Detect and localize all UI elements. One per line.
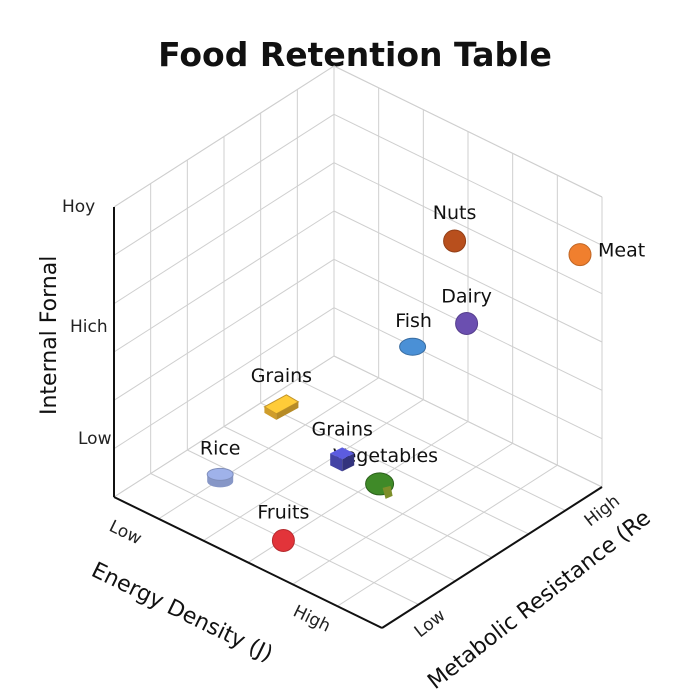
data-point xyxy=(271,528,295,552)
grid-line xyxy=(333,65,603,198)
data-point-label: Rice xyxy=(200,437,241,459)
grid-line xyxy=(113,113,335,256)
chart-axes xyxy=(113,207,603,629)
z-tick-label: Hoy xyxy=(62,197,95,217)
z-tick-label: Hich xyxy=(70,317,108,337)
data-point-label: Grains xyxy=(311,418,372,440)
x-tick-label: Low xyxy=(106,517,145,550)
y-axis-line xyxy=(381,486,603,629)
x-tick-label: High xyxy=(290,602,334,637)
data-point-label: Meat xyxy=(598,240,645,262)
data-point-detail xyxy=(382,485,393,499)
data-point xyxy=(443,229,467,253)
data-point xyxy=(568,243,592,267)
chart-title: Food Retention Table xyxy=(158,35,552,74)
data-point-face xyxy=(276,401,299,420)
grid-line xyxy=(333,113,603,246)
grid-line xyxy=(113,355,335,498)
data-point-label: Dairy xyxy=(441,285,492,307)
data-points: Meat Fish Dairy Vegetables Nuts Grains Fruits G… xyxy=(200,202,645,552)
data-point-face xyxy=(264,406,277,420)
grid-line xyxy=(297,379,566,511)
data-point-face xyxy=(342,453,355,472)
data-point xyxy=(206,467,234,481)
y-axis-title: Metabolic Resistance (Re xyxy=(423,506,655,695)
data-point-label: Grains xyxy=(251,365,312,387)
z-axis-title: Internal Fornal xyxy=(37,256,62,415)
data-point-label: Vegetables xyxy=(333,445,438,467)
data-point-face xyxy=(330,453,343,472)
grid-line xyxy=(333,355,603,488)
data-point-label: Nuts xyxy=(433,202,477,224)
y-tick-label: Low xyxy=(411,606,450,642)
chart-grid xyxy=(113,65,603,629)
data-point-label: Fish xyxy=(395,310,432,332)
z-tick-label: Low xyxy=(78,429,112,449)
data-point-label: Fruits xyxy=(257,501,309,523)
x-axis-title: Energy Density (J) xyxy=(87,558,276,667)
x-axis-line xyxy=(113,496,383,629)
data-point xyxy=(399,337,427,356)
data-point xyxy=(455,311,479,335)
grid-line xyxy=(113,65,335,208)
